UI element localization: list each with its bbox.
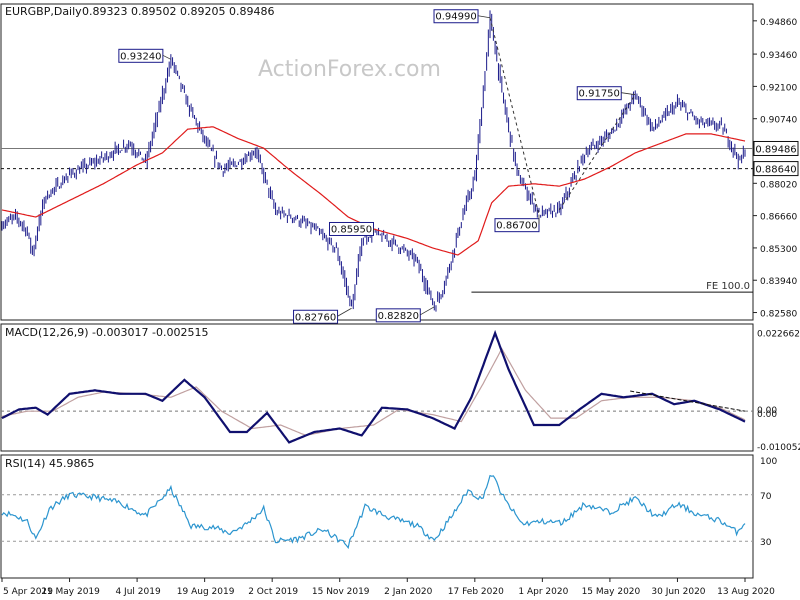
price-trendline (489, 17, 540, 215)
price-y-tick-label: 0.90740 (760, 116, 797, 126)
rsi-panel-frame (0, 454, 754, 579)
price-y-tick-label: 0.93460 (760, 51, 797, 61)
ohlc-readout: 0.89323 0.89502 0.89205 0.89486 (82, 5, 274, 18)
x-tick-label: 1 Apr 2020 (518, 587, 568, 597)
x-tick-label: 30 Jun 2020 (651, 587, 705, 597)
price-label-box (293, 309, 339, 324)
x-tick-label: 15 Nov 2019 (312, 587, 370, 597)
x-tick-label: 4 Jul 2019 (115, 587, 160, 597)
price-y-tick-label: 0.94860 (760, 18, 797, 28)
last-price-tag-text: 0.89486 (755, 144, 796, 155)
last-price-tag: 0.89486 (753, 140, 799, 156)
price-y-tick-label: 0.83940 (760, 277, 797, 287)
rsi-title: RSI(14) 45.9865 (5, 457, 94, 470)
price-label-connector (420, 306, 435, 316)
price-chart-title: EURGBP,Daily (5, 5, 82, 18)
price-panel: EURGBP,Daily 0.89323 0.89502 0.89205 0.8… (0, 3, 799, 324)
price-labels: 0.93240 0.94990 0.91750 0.85950 0.86700 0.827… (118, 9, 636, 324)
macd-trendline (630, 390, 746, 412)
macd-y-tick-label: 0.022662 (757, 330, 800, 340)
price-label-text: 0.94990 (435, 12, 476, 23)
price-label-text: 0.93240 (120, 51, 161, 62)
price-label-connector (477, 15, 491, 19)
price-label-connector (337, 307, 352, 317)
x-tick-label: 13 Aug 2020 (717, 587, 775, 597)
support-level-tag: 0.88640 (753, 161, 799, 177)
rsi-y-tick-label: 100 (760, 457, 777, 467)
price-trendline (558, 94, 636, 211)
price-y-tick-label: 0.92100 (760, 83, 797, 93)
x-tick-label: 5 Apr 2019 (3, 587, 53, 597)
watermark: ActionForex.com (258, 57, 441, 82)
price-label-box (118, 48, 164, 63)
macd-title: MACD(12,26,9) -0.003017 -0.002515 (5, 326, 208, 339)
price-label-box (576, 86, 622, 101)
price-y-tick-label: 0.86660 (760, 213, 797, 223)
x-tick-label: 21 May 2019 (41, 587, 100, 597)
macd-line (1, 329, 746, 444)
price-bars (1, 10, 746, 312)
macd-y-axis: 0.022662 0.000.00 -0.010052 (757, 330, 800, 453)
price-y-axis: 0.948600.934600.921000.907400.893800.880… (753, 18, 797, 320)
rsi-panel: RSI(14) 45.9865 100 70 30 (0, 454, 777, 579)
last-price-tag-bg (753, 140, 799, 156)
macd-y-tick-label: 0.00 (757, 406, 777, 416)
price-label-box (375, 308, 421, 323)
x-tick-label: 15 May 2020 (582, 587, 641, 597)
price-y-tick-label: 0.88020 (760, 180, 797, 190)
x-tick-label: 2 Oct 2019 (248, 587, 298, 597)
rsi-y-axis: 100 70 30 (760, 457, 777, 548)
price-label-text: 0.91750 (579, 89, 620, 100)
price-label-text: 0.85950 (331, 224, 372, 235)
macd-y-tick-label: -0.010052 (757, 443, 800, 453)
rsi-y-tick-label: 70 (760, 492, 772, 502)
support-level-tag-bg (753, 161, 799, 177)
price-label-text: 0.82820 (378, 311, 419, 322)
rsi-y-tick-label: 30 (760, 538, 772, 548)
x-tick-label: 2 Jan 2020 (384, 587, 432, 597)
rsi-levels (1, 494, 753, 542)
macd-panel: MACD(12,26,9) -0.003017 -0.002515 0.0226… (0, 323, 800, 453)
support-level-tag-text: 0.88640 (755, 165, 796, 176)
price-y-tick-label: 0.85300 (760, 245, 797, 255)
price-label-connector (162, 54, 172, 60)
price-label-connector (621, 92, 636, 96)
rsi-line (1, 474, 746, 550)
x-tick-label: 19 Aug 2019 (177, 587, 235, 597)
price-label-text: 0.86700 (496, 221, 537, 232)
x-tick-label: 17 Feb 2020 (448, 587, 504, 597)
price-label-box (433, 9, 479, 24)
price-y-tick-label: 0.82580 (760, 310, 797, 320)
price-label-text: 0.82760 (295, 312, 336, 323)
macd-y-tick-label: 0.00 (757, 410, 777, 420)
price-label-box (494, 218, 540, 233)
macd-panel-frame (0, 323, 754, 452)
price-trendlines (489, 17, 636, 215)
fe-level-label: FE 100.0 (706, 281, 750, 292)
price-levels: FE 100.0 (1, 147, 753, 293)
